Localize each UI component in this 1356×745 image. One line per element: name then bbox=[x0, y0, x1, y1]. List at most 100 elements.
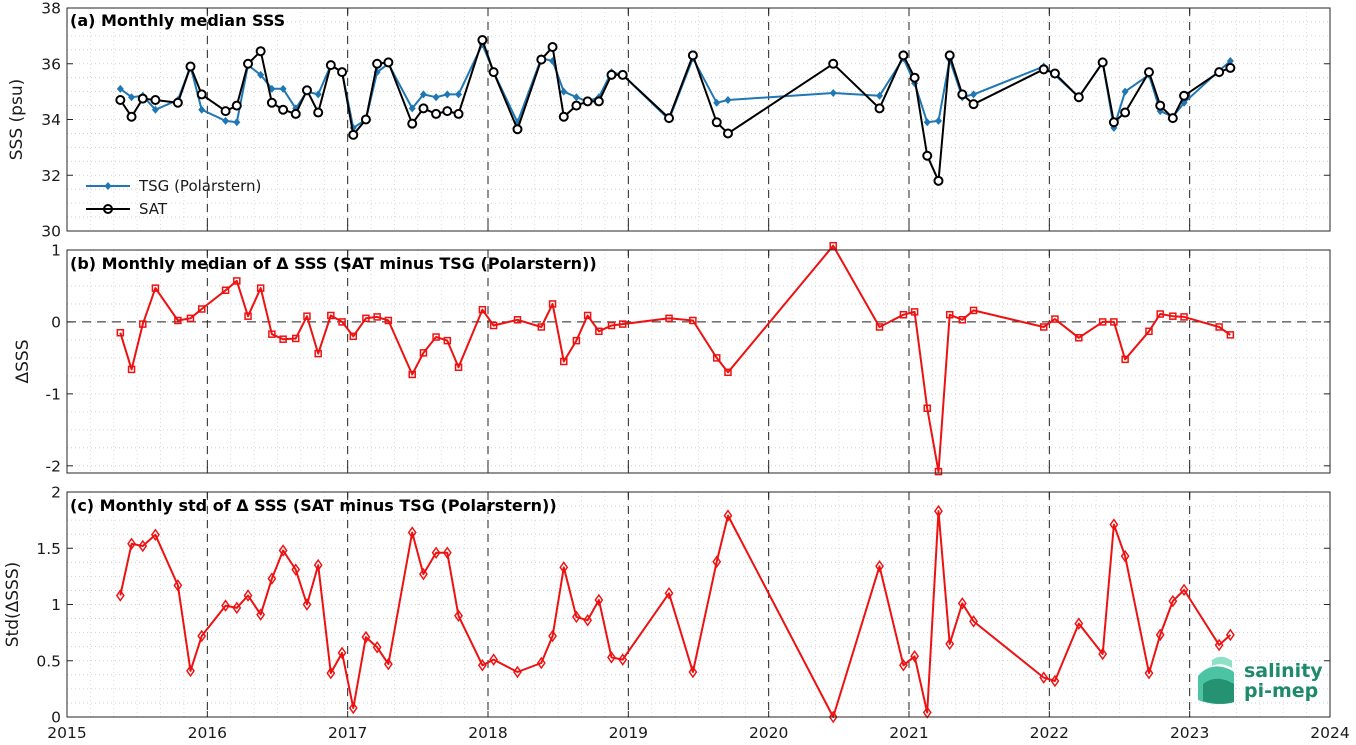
panel-a-series-1-point bbox=[1097, 57, 1108, 68]
panel-a-series-1-point bbox=[687, 50, 698, 61]
panel-b-series-0-point bbox=[303, 312, 311, 320]
legend-sat-label: SAT bbox=[139, 200, 168, 218]
panel-a-series-1-point bbox=[1143, 67, 1154, 78]
panel-a-series-1-point bbox=[255, 46, 266, 57]
panel-c-series-0-point bbox=[302, 598, 312, 611]
panel-b-series-0-point bbox=[1169, 312, 1177, 320]
panel-a-series-1-point bbox=[1108, 117, 1119, 128]
panel-a-series-0-point bbox=[724, 95, 732, 104]
panel-a-series-0-point bbox=[455, 90, 463, 99]
panel-c-series-0-point bbox=[1050, 674, 1060, 688]
panel-a-series-1-point bbox=[196, 89, 207, 100]
panel-c-series-0-point bbox=[337, 646, 347, 660]
panel-c-series-0-point bbox=[1120, 549, 1130, 563]
panel-a-series-1-point bbox=[372, 58, 383, 69]
panel-a-series-0-point bbox=[829, 89, 837, 98]
panel-b-title: (b) Monthly median of Δ SSS (SAT minus T… bbox=[70, 254, 597, 273]
panel-a-series-0-point bbox=[279, 84, 287, 93]
panel-b-series-0-point bbox=[362, 314, 370, 323]
panel-a-series-1-point bbox=[126, 111, 137, 122]
panel-b-series-0-point bbox=[665, 314, 673, 323]
panel-b-series-0-point bbox=[618, 320, 627, 328]
panel-c-ytick-label: 0 bbox=[51, 709, 61, 727]
xtick-label: 2024 bbox=[1310, 724, 1349, 742]
panel-a-series-1-point bbox=[909, 72, 920, 83]
panel-a-series-1-point bbox=[547, 42, 558, 53]
panel-a-series-1-point bbox=[1179, 90, 1190, 101]
panel-c-series bbox=[115, 504, 1235, 724]
panel-c-series-0-point bbox=[536, 656, 546, 670]
panel-c-series-0-point bbox=[607, 651, 616, 664]
panel-c-series-0-point bbox=[372, 640, 382, 654]
panel-b-series-0-point bbox=[314, 349, 322, 358]
panel-a-series-0-point bbox=[934, 116, 942, 125]
panel-a-title: (a) Monthly median SSS bbox=[70, 11, 285, 30]
panel-b-ylabel: ΔSSS bbox=[13, 339, 33, 383]
panel-c-series-0-point bbox=[326, 666, 336, 680]
panel-c-series-0-point bbox=[1168, 594, 1178, 608]
panel-c-series-0-point bbox=[127, 537, 136, 551]
panel-c-series-0-point bbox=[1155, 628, 1165, 642]
panel-a-series-0-point bbox=[151, 105, 159, 114]
panel-a-series-1-point bbox=[453, 108, 464, 119]
panel-b-series-0-point bbox=[560, 357, 568, 366]
panel-a-series-1-point bbox=[582, 96, 593, 107]
panel-c-ytick-label: 2 bbox=[51, 484, 61, 502]
panel-a-series-1-point bbox=[172, 97, 183, 108]
panel-b-series-0-line bbox=[119, 244, 1231, 473]
panel-a-year-lines bbox=[206, 8, 1191, 231]
panel-b-series-0-point bbox=[291, 334, 300, 343]
panel-b-series-0-point bbox=[1121, 355, 1129, 364]
panel-b-series-0-point bbox=[607, 321, 616, 330]
panel-c-series-0-point bbox=[150, 528, 160, 542]
panel-a-series-1-point bbox=[150, 94, 161, 105]
panel-b-series-0-point bbox=[875, 323, 884, 331]
panel-b-series-0-point bbox=[221, 286, 230, 295]
panel-b-series-0-point bbox=[724, 368, 732, 377]
panel-a-series-0-point bbox=[1121, 87, 1129, 96]
panel-c-series-0-point bbox=[594, 593, 604, 607]
panel-a-series-1-point bbox=[722, 128, 733, 139]
panel-c-series-0-point bbox=[723, 509, 733, 522]
panel-a-series-0-point bbox=[923, 118, 931, 127]
panel-b-series-0-point bbox=[478, 305, 487, 314]
panel-b-series-0-point bbox=[1110, 318, 1118, 326]
panel-a-series-1-point bbox=[337, 67, 348, 78]
panel-c-ytick-label: 1.5 bbox=[36, 540, 61, 558]
panel-a-series-1-point bbox=[571, 100, 582, 111]
panel-c-ylabel: Std(ΔSSS) bbox=[3, 562, 23, 648]
panel-c-series-0-point bbox=[898, 658, 908, 672]
panel-a-grid bbox=[67, 8, 1330, 231]
panel-c-series-0-point bbox=[419, 567, 428, 581]
xtick-label: 2020 bbox=[749, 724, 788, 742]
xtick-label: 2022 bbox=[1030, 724, 1069, 742]
panel-a-series-0-point bbox=[572, 93, 580, 102]
panel-c-series-0-point bbox=[618, 653, 628, 666]
panel-c-series-0-point bbox=[571, 610, 581, 624]
panel-c-series-0-point bbox=[221, 599, 230, 612]
panel-c-series-0-point bbox=[1098, 647, 1108, 661]
panel-b-series-0-point bbox=[1226, 331, 1235, 339]
panel-a-series-1-point bbox=[968, 99, 979, 110]
panel-c-series-0-point bbox=[664, 586, 674, 600]
panel-a-series-1-point bbox=[418, 103, 429, 114]
panel-c-series-0-point bbox=[969, 615, 978, 628]
xtick-label: 2015 bbox=[47, 724, 86, 742]
pi-mep-logo: salinity pi-mep bbox=[1198, 656, 1323, 705]
xtick-label: 2023 bbox=[1170, 724, 1209, 742]
panel-c-series-0-point bbox=[454, 609, 463, 623]
panel-b-grid bbox=[67, 250, 1330, 473]
panel-c-series-0-point bbox=[559, 561, 569, 574]
panel-a-series-1-point bbox=[1214, 67, 1225, 78]
panel-b-ticks: -2 -1 0 1 bbox=[46, 242, 1331, 475]
panel-b-series-0-point bbox=[174, 316, 182, 325]
panel-b-series-0-point bbox=[1145, 327, 1153, 336]
legend-tsg-marker bbox=[104, 182, 112, 190]
panel-a-frame bbox=[66, 7, 1331, 232]
panel-a-series-1-point bbox=[1049, 68, 1060, 79]
panel-c-series-0-point bbox=[197, 629, 207, 643]
panel-a-series-1-point bbox=[898, 50, 909, 61]
panel-c-series-0-point bbox=[1225, 628, 1235, 642]
panel-b-series-0-point bbox=[373, 313, 381, 321]
panel-b-series-0-point bbox=[689, 316, 697, 325]
